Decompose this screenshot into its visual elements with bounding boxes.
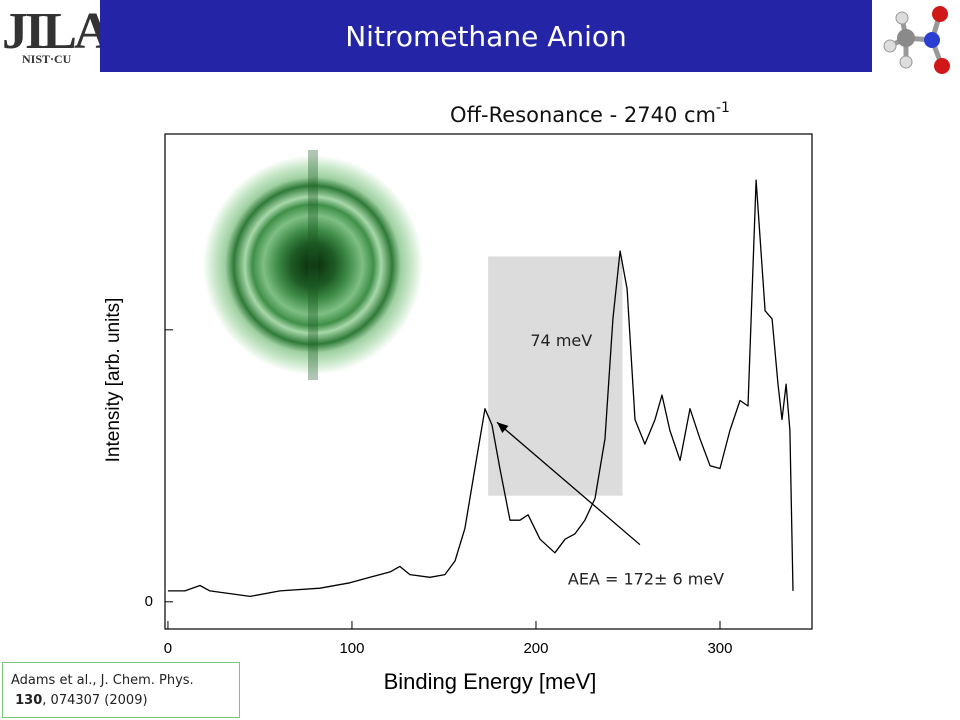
aea-label: AEA = 172± 6 meV bbox=[568, 570, 724, 589]
citation-rest: , 074307 (2009) bbox=[42, 693, 148, 708]
citation: Adams et al., J. Chem. Phys. 130, 074307… bbox=[2, 662, 240, 718]
plot-frame bbox=[164, 133, 813, 630]
arrow-head bbox=[496, 422, 509, 434]
title-main: Off-Resonance - 2740 cm bbox=[450, 103, 716, 127]
y-axis-label: Intensity [arb. units] bbox=[103, 298, 124, 463]
chart-title: Off-Resonance - 2740 cm-1 bbox=[450, 100, 730, 127]
molecule-icon bbox=[883, 6, 950, 74]
y-tick-label: 0 bbox=[145, 593, 153, 610]
logo-text: JILA bbox=[2, 3, 111, 60]
x-tick-label: 0 bbox=[164, 640, 172, 657]
x-axis-label: Binding Energy [meV] bbox=[384, 669, 597, 694]
header-bar: Nitromethane Anion bbox=[100, 0, 872, 72]
energy-band bbox=[488, 256, 623, 496]
header-title: Nitromethane Anion bbox=[345, 19, 627, 53]
x-tick-label: 100 bbox=[339, 640, 364, 657]
logo: JILA NIST·CU bbox=[0, 2, 111, 72]
citation-volume: 130 bbox=[15, 693, 43, 708]
citation-line2: 130, 074307 (2009) bbox=[11, 691, 239, 711]
vmi-stripe bbox=[308, 150, 318, 380]
band-label: 74 meV bbox=[530, 331, 592, 350]
title-sup: -1 bbox=[716, 100, 730, 116]
vmi-image bbox=[203, 155, 423, 375]
x-tick-label: 300 bbox=[707, 640, 732, 657]
spectrum-line bbox=[167, 179, 794, 598]
citation-line1: Adams et al., J. Chem. Phys. bbox=[11, 673, 194, 688]
x-tick-label: 200 bbox=[523, 640, 548, 657]
arrow-shaft bbox=[496, 421, 641, 546]
logo-sub: NIST·CU bbox=[22, 52, 72, 66]
